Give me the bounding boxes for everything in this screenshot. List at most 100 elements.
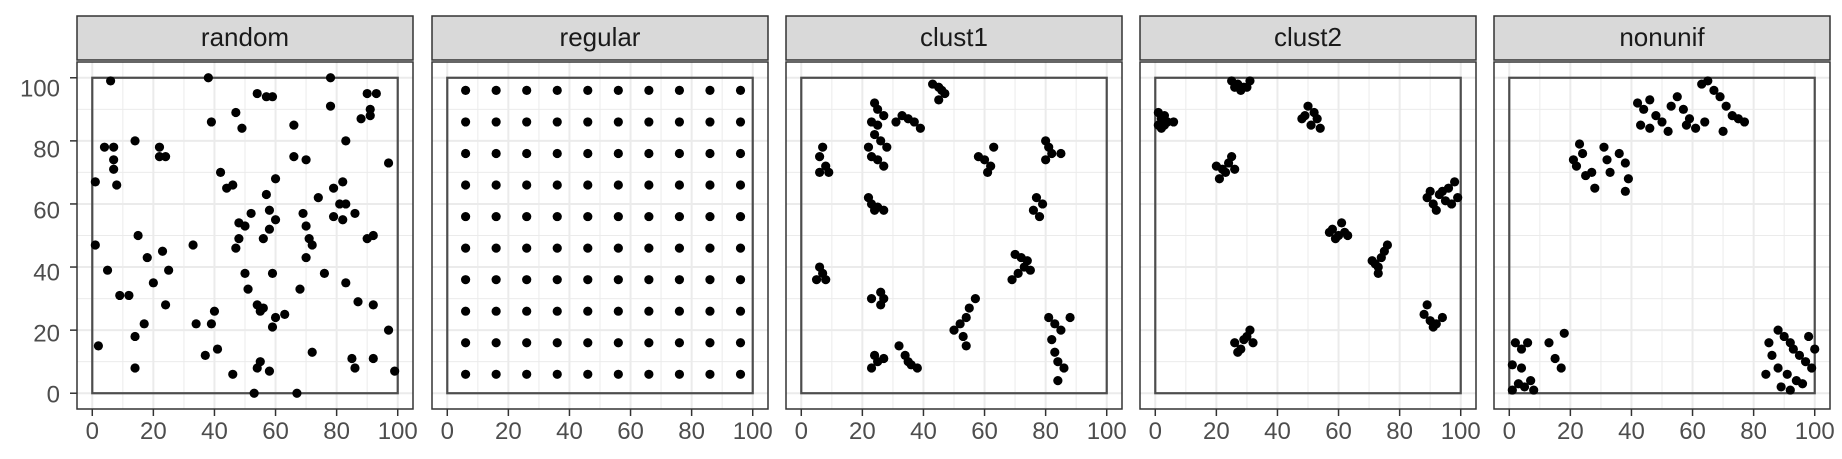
- point-nonunif-1: [1639, 104, 1649, 114]
- point-random-45: [264, 224, 275, 234]
- x-tick-label-clust1-80: 80: [1032, 418, 1059, 445]
- x-tick-label-random-0: 0: [86, 418, 99, 445]
- point-nonunif-67: [1810, 344, 1820, 354]
- x-tick-label-clust2-0: 0: [1149, 418, 1162, 445]
- point-clust1-36: [1041, 155, 1051, 165]
- point-random-2: [325, 73, 336, 83]
- point-nonunif-7: [1678, 104, 1688, 114]
- point-regular-38: [705, 275, 715, 285]
- point-nonunif-30: [1602, 155, 1612, 165]
- x-axis-random: 0 20 40 60 80 100: [86, 409, 418, 445]
- point-regular-67: [674, 180, 685, 190]
- point-regular-78: [705, 148, 715, 159]
- point-random-25: [325, 101, 336, 111]
- point-nonunif-6: [1672, 92, 1682, 102]
- point-regular-27: [674, 306, 685, 316]
- point-nonunif-51: [1507, 385, 1517, 395]
- window-nonunif: [1508, 76, 1816, 395]
- point-random-16: [112, 180, 122, 190]
- point-random-92: [292, 388, 302, 398]
- point-random-30: [383, 158, 394, 168]
- point-random-6: [362, 88, 372, 99]
- point-clust1-26: [824, 167, 834, 178]
- point-random-63: [270, 312, 281, 323]
- point-clust2-59: [1428, 322, 1438, 332]
- point-clust1-28: [979, 155, 990, 165]
- point-regular-77: [674, 148, 685, 159]
- point-clust2-50: [1446, 199, 1457, 209]
- point-nonunif-57: [1800, 357, 1811, 367]
- strip-nonunif: [1493, 15, 1831, 61]
- point-random-73: [133, 230, 143, 241]
- x-tick-label-clust2-60: 60: [1325, 418, 1352, 445]
- point-random-60: [319, 268, 330, 278]
- point-random-77: [164, 265, 174, 275]
- point-clust1-84: [1059, 363, 1069, 373]
- point-clust2-27: [1220, 167, 1231, 178]
- point-random-0: [106, 76, 116, 86]
- point-regular-18: [705, 338, 715, 348]
- point-clust2-26: [1214, 174, 1225, 184]
- point-random-32: [301, 155, 311, 165]
- point-clust2-7: [1156, 123, 1166, 133]
- point-random-100: [350, 363, 360, 373]
- point-regular-10: [461, 338, 471, 348]
- point-regular-3: [552, 369, 562, 379]
- point-random-99: [347, 353, 357, 364]
- point-random-29: [365, 104, 375, 114]
- point-random-74: [139, 319, 149, 329]
- x-tick-label-nonunif-60: 60: [1679, 418, 1706, 445]
- point-nonunif-52: [1773, 325, 1783, 335]
- point-random-52: [240, 268, 250, 278]
- point-regular-13: [552, 338, 562, 348]
- x-axis-regular: 0 20 40 60 80 100: [441, 409, 773, 445]
- point-clust2-14: [1230, 82, 1240, 92]
- point-regular-76: [644, 148, 654, 159]
- point-regular-39: [735, 275, 746, 285]
- point-random-50: [234, 234, 244, 244]
- point-clust1-79: [1056, 325, 1066, 335]
- x-tick-label-regular-100: 100: [733, 418, 773, 445]
- strip-clust2: [1139, 15, 1477, 61]
- point-nonunif-53: [1779, 331, 1789, 342]
- point-regular-54: [583, 211, 593, 222]
- point-regular-33: [552, 275, 562, 285]
- point-clust1-39: [1028, 205, 1039, 215]
- point-random-81: [93, 341, 103, 351]
- point-regular-22: [522, 306, 532, 316]
- y-axis: 0 20 40 60 80 100: [20, 75, 60, 408]
- point-clust1-15: [869, 129, 880, 140]
- point-nonunif-22: [1718, 126, 1728, 136]
- point-random-54: [267, 268, 278, 278]
- point-random-41: [270, 174, 281, 184]
- point-clust1-30: [989, 142, 999, 152]
- point-random-42: [261, 189, 271, 200]
- point-clust1-74: [970, 293, 980, 304]
- panel-border-clust1: [785, 61, 1123, 410]
- panel-nonunif: nonunif 0 20 40 60 80 100: [1493, 15, 1835, 445]
- point-random-86: [212, 344, 223, 354]
- point-clust1-85: [1053, 376, 1063, 386]
- point-clust1-64: [866, 363, 877, 373]
- x-axis-clust2: 0 20 40 60 80 100: [1149, 409, 1481, 445]
- point-random-94: [341, 278, 351, 288]
- point-random-78: [160, 300, 171, 310]
- point-random-43: [264, 205, 275, 215]
- point-random-91: [264, 366, 275, 376]
- point-random-97: [362, 234, 372, 244]
- point-clust1-81: [1047, 335, 1057, 345]
- point-regular-93: [552, 85, 562, 95]
- point-random-49: [246, 208, 256, 219]
- x-tick-label-random-100: 100: [378, 418, 418, 445]
- point-random-28: [365, 111, 375, 121]
- point-regular-8: [705, 369, 715, 379]
- point-clust2-49: [1431, 205, 1441, 215]
- point-clust2-28: [1230, 164, 1240, 174]
- point-random-37: [341, 199, 351, 209]
- point-clust1-57: [866, 293, 877, 304]
- point-random-98: [368, 300, 378, 310]
- point-clust1-51: [1007, 275, 1017, 285]
- point-random-62: [280, 309, 290, 319]
- point-regular-52: [522, 211, 532, 222]
- point-regular-65: [613, 180, 623, 190]
